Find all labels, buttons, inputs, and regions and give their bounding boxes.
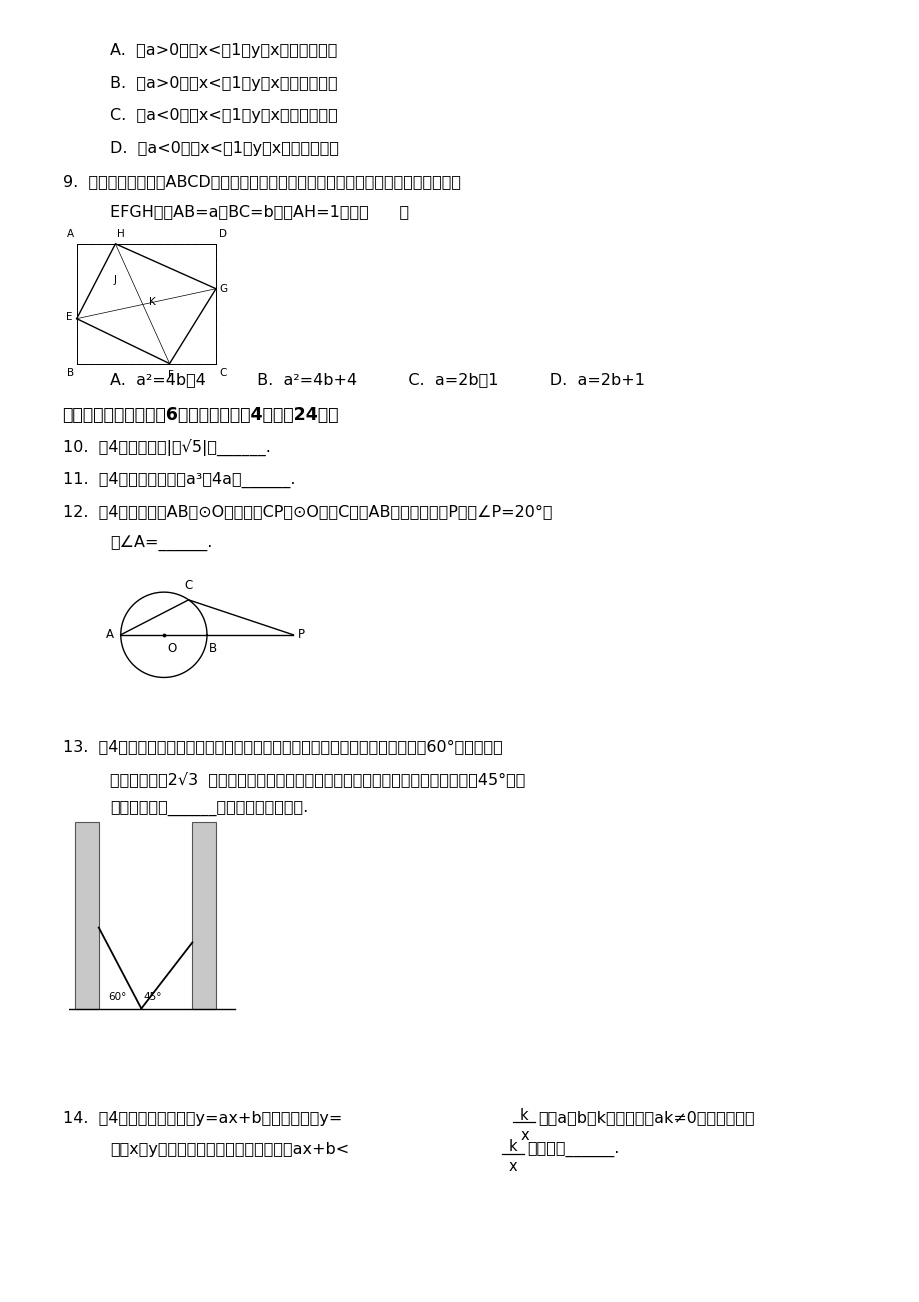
Text: B.  若a>0，则x<－1，y随x的增大而减小: B. 若a>0，则x<－1，y随x的增大而减小 (110, 76, 337, 91)
Bar (75, 822, 98, 1009)
Text: 14.  （4分）已知一次函数y=ax+b，反比例函数y=: 14. （4分）已知一次函数y=ax+b，反比例函数y= (62, 1111, 342, 1126)
Text: 10.  （4分）计算：|－√5|＝______.: 10. （4分）计算：|－√5|＝______. (62, 439, 270, 456)
Text: EFGH，设AB=a，BC=b，若AH=1，则（      ）: EFGH，设AB=a，BC=b，若AH=1，则（ ） (110, 204, 409, 220)
Text: C.  若a<0，则x<－1，y随x的增大而增大: C. 若a<0，则x<－1，y随x的增大而增大 (110, 108, 338, 124)
Text: k: k (508, 1139, 517, 1155)
Text: C: C (185, 579, 192, 592)
Text: 9.  如图，将矩形纸片ABCD的四个角向内折起，恰好拼成一个无缝隙，无重叠的四边形: 9. 如图，将矩形纸片ABCD的四个角向内折起，恰好拼成一个无缝隙，无重叠的四边… (62, 174, 460, 190)
Text: 小巷的宽度为______米（结果保留根号）.: 小巷的宽度为______米（结果保留根号）. (110, 801, 308, 816)
Text: 二、填空题：本大题有6个小题，每小题4分，共24分）: 二、填空题：本大题有6个小题，每小题4分，共24分） (62, 406, 339, 424)
Text: D.  若a<0，则x<－1，y随x的增大而减小: D. 若a<0，则x<－1，y随x的增大而减小 (110, 141, 339, 156)
Text: K: K (149, 297, 155, 307)
Text: G: G (219, 284, 227, 294)
Text: x: x (519, 1128, 528, 1143)
Text: 45°: 45° (143, 992, 162, 1003)
Text: 13.  （4分）如图，小巷左右两侧是竖直的墙，一架梯子斜靠在左侧墙上与地面成60°角时，梯子: 13. （4分）如图，小巷左右两侧是竖直的墙，一架梯子斜靠在左侧墙上与地面成60… (62, 740, 502, 755)
Text: 的解集是______.: 的解集是______. (527, 1142, 618, 1157)
Text: 11.  （4分）因式分解：a³－4a＝______.: 11. （4分）因式分解：a³－4a＝______. (62, 471, 295, 487)
Text: E: E (65, 312, 72, 322)
Text: 则∠A=______.: 则∠A=______. (110, 535, 212, 551)
Text: ，（a，b，k是常数，且ak≠0），若其中一: ，（a，b，k是常数，且ak≠0），若其中一 (538, 1111, 754, 1126)
Text: 顶端距离地面2√3  米，若保持梯子底端位置不动，将梯子斜靠在右端时，与地面成45°，则: 顶端距离地面2√3 米，若保持梯子底端位置不动，将梯子斜靠在右端时，与地面成45… (110, 771, 525, 786)
Text: 60°: 60° (108, 992, 127, 1003)
Text: A.  a²=4b－4          B.  a²=4b+4          C.  a=2b－1          D.  a=2b+1: A. a²=4b－4 B. a²=4b+4 C. a=2b－1 D. a=2b+… (110, 372, 645, 388)
Bar (192, 822, 216, 1009)
Text: D: D (219, 229, 227, 240)
Text: k: k (519, 1108, 528, 1124)
Text: A: A (107, 629, 114, 642)
Text: B: B (209, 642, 217, 655)
Text: P: P (297, 629, 304, 642)
Text: H: H (117, 229, 125, 240)
Text: A.  若a>0，则x<－1，y随x的增大而增大: A. 若a>0，则x<－1，y随x的增大而增大 (110, 43, 337, 59)
Text: F: F (168, 370, 174, 380)
Text: B: B (66, 368, 74, 378)
Text: x: x (508, 1159, 517, 1174)
Text: J: J (114, 275, 117, 285)
Text: A: A (66, 229, 74, 240)
Text: 部分x，y的对应值如下表所示；则不等式ax+b<: 部分x，y的对应值如下表所示；则不等式ax+b< (110, 1142, 349, 1157)
Text: C: C (219, 368, 226, 378)
Text: 12.  （4分）如图，AB是⊙O的直径，CP切⊙O于点C，交AB的延长线于点P，若∠P=20°，: 12. （4分）如图，AB是⊙O的直径，CP切⊙O于点C，交AB的延长线于点P，… (62, 504, 551, 519)
Text: O: O (167, 642, 176, 655)
